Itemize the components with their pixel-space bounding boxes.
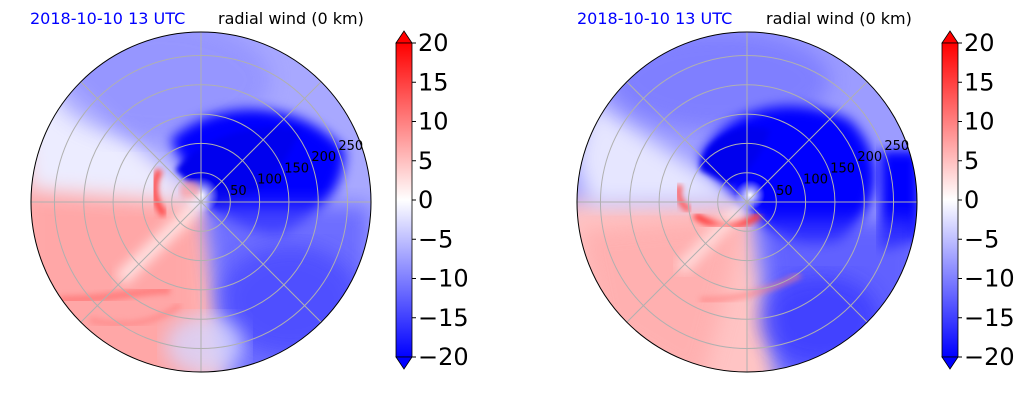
angular-grid-line xyxy=(626,201,748,323)
colorbar-tick-label: 0 xyxy=(418,186,433,214)
angular-grid-line xyxy=(80,201,202,323)
colorbar-right: 20 15 10 5 0 −5 −10 −15 −20 xyxy=(941,29,1015,371)
colorbar-extend-top xyxy=(395,30,413,44)
angular-grid-line xyxy=(200,201,322,323)
colorbar-tick-label: 5 xyxy=(964,147,979,175)
polar-frame xyxy=(30,31,372,373)
wind-field xyxy=(577,32,917,372)
radial-tick-label: 200 xyxy=(311,150,336,165)
colorbar-tick-label: −10 xyxy=(418,265,469,293)
colorbar-tick-label: −20 xyxy=(418,343,469,371)
colorbar-extend-top xyxy=(941,30,959,44)
radial-tick-label: 50 xyxy=(776,184,793,199)
wind-field xyxy=(31,32,371,372)
angular-grid-line xyxy=(746,201,868,323)
colorbar-tick-label: 15 xyxy=(964,68,995,96)
title-left: 2018-10-10 13 UTC xyxy=(577,9,732,28)
radial-tick-label: 100 xyxy=(803,173,828,188)
radial-tick-label: 200 xyxy=(857,150,882,165)
radial-tick-label: 150 xyxy=(284,161,309,176)
radial-tick-label: 100 xyxy=(257,173,282,188)
colorbar-tick-label: 10 xyxy=(418,108,449,136)
colorbar-left: 20 15 10 5 0 −5 −10 −15 −20 xyxy=(395,29,469,371)
polar-grid-right xyxy=(577,32,917,372)
colorbar-tick-label: 10 xyxy=(964,108,995,136)
colorbar-tick-label: 5 xyxy=(418,147,433,175)
radial-tick-label: 150 xyxy=(830,161,855,176)
title-right: radial wind (0 km) xyxy=(218,9,364,28)
angular-grid-line xyxy=(746,81,868,203)
angular-grid-line xyxy=(200,81,322,203)
colorbar-tick-label: −10 xyxy=(964,265,1015,293)
colorbar-scale xyxy=(941,42,959,358)
polar-frame xyxy=(576,31,918,373)
title-left: 2018-10-10 13 UTC xyxy=(30,9,185,28)
colorbar-tick-label: −5 xyxy=(964,225,999,253)
colorbar-tick-label: −5 xyxy=(418,225,453,253)
colorbar-tick-label: 15 xyxy=(418,68,449,96)
polar-plot-right: 2018-10-10 13 UTC radial wind (0 km) xyxy=(576,9,1015,373)
title-right: radial wind (0 km) xyxy=(766,9,912,28)
angular-grid-line xyxy=(80,81,202,203)
colorbar-tick-label: −15 xyxy=(964,304,1015,332)
polar-plot-left: 2018-10-10 13 UTC radial wind (0 km) xyxy=(30,9,469,373)
colorbar-tick-label: −15 xyxy=(418,304,469,332)
polar-grid-left xyxy=(31,32,371,372)
colorbar-extend-bottom xyxy=(395,356,413,370)
colorbar-tick-label: 20 xyxy=(418,29,449,57)
colorbar-tick-label: 0 xyxy=(964,186,979,214)
radial-tick-label: 250 xyxy=(338,139,363,154)
angular-grid-line xyxy=(626,81,748,203)
radial-tick-label: 50 xyxy=(230,184,247,199)
colorbar-scale xyxy=(395,42,413,358)
colorbar-tick-label: −20 xyxy=(964,343,1015,371)
colorbar-tick-label: 20 xyxy=(964,29,995,57)
radial-tick-label: 250 xyxy=(884,139,909,154)
colorbar-extend-bottom xyxy=(941,356,959,370)
